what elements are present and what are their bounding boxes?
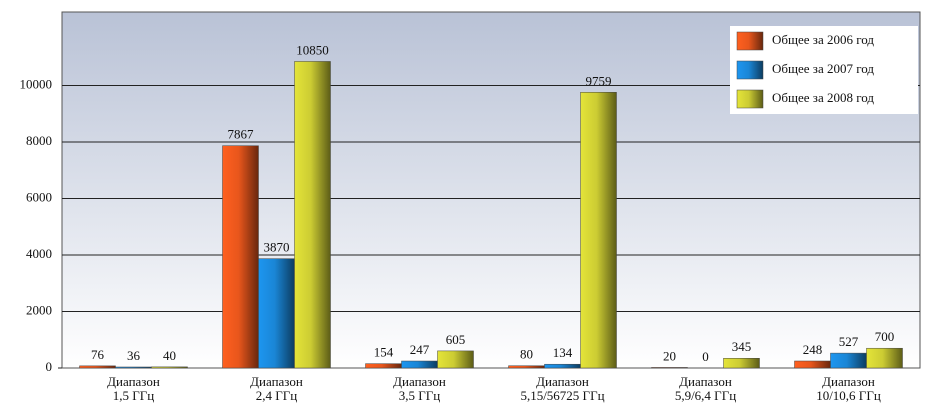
x-tick-label: Диапазон 5,15/56725 ГГц	[520, 374, 605, 403]
value-label: 9759	[586, 73, 612, 88]
value-label: 248	[803, 342, 823, 357]
value-label: 36	[127, 348, 141, 363]
legend-swatch	[736, 89, 764, 109]
value-label: 527	[839, 334, 859, 349]
bar	[651, 367, 688, 369]
value-label: 3870	[264, 240, 290, 255]
y-tick-label: 4000	[26, 246, 52, 261]
bar	[580, 92, 617, 369]
bar	[258, 258, 295, 369]
y-tick-label: 10000	[20, 76, 53, 91]
bar	[508, 365, 545, 369]
value-label: 700	[875, 329, 895, 344]
bar	[437, 350, 474, 369]
bar	[294, 61, 331, 369]
x-tick-label: Диапазон 5,9/6,4 ГГц	[674, 374, 737, 403]
value-label: 134	[553, 345, 573, 360]
bar	[544, 363, 581, 369]
y-tick-label: 8000	[26, 133, 52, 148]
bar	[222, 145, 259, 369]
value-label: 345	[732, 339, 752, 354]
value-label: 20	[663, 348, 676, 363]
legend-label: Общее за 2008 год	[772, 90, 874, 105]
value-label: 80	[520, 347, 533, 362]
value-label: 40	[163, 348, 176, 363]
value-label: 7867	[228, 127, 255, 142]
value-label: 247	[410, 342, 430, 357]
value-label: 154	[374, 345, 394, 360]
bar	[830, 352, 867, 369]
bar	[365, 363, 402, 369]
bar	[79, 365, 116, 369]
value-label: 76	[91, 347, 105, 362]
y-tick-label: 6000	[26, 189, 52, 204]
y-tick-label: 0	[46, 359, 53, 374]
bar	[794, 360, 831, 369]
bar	[115, 366, 152, 369]
x-tick-label: Диапазон 3,5 ГГц	[393, 374, 446, 403]
value-label: 10850	[296, 42, 329, 57]
legend-swatch	[736, 31, 764, 51]
x-tick-label: Диапазон 2,4 ГГц	[250, 374, 303, 403]
bar	[723, 358, 760, 369]
bar	[151, 366, 188, 369]
legend-label: Общее за 2007 год	[772, 61, 874, 76]
bar	[401, 360, 438, 369]
value-label: 0	[702, 349, 709, 364]
x-tick-label: Диапазон 1,5 ГГц	[107, 374, 160, 403]
bar	[866, 347, 903, 369]
x-tick-label: Диапазон 10/10,6 ГГц	[816, 374, 881, 403]
legend-label: Общее за 2006 год	[772, 32, 874, 47]
y-tick-label: 2000	[26, 302, 52, 317]
value-label: 605	[446, 332, 466, 347]
legend-swatch	[736, 60, 764, 80]
